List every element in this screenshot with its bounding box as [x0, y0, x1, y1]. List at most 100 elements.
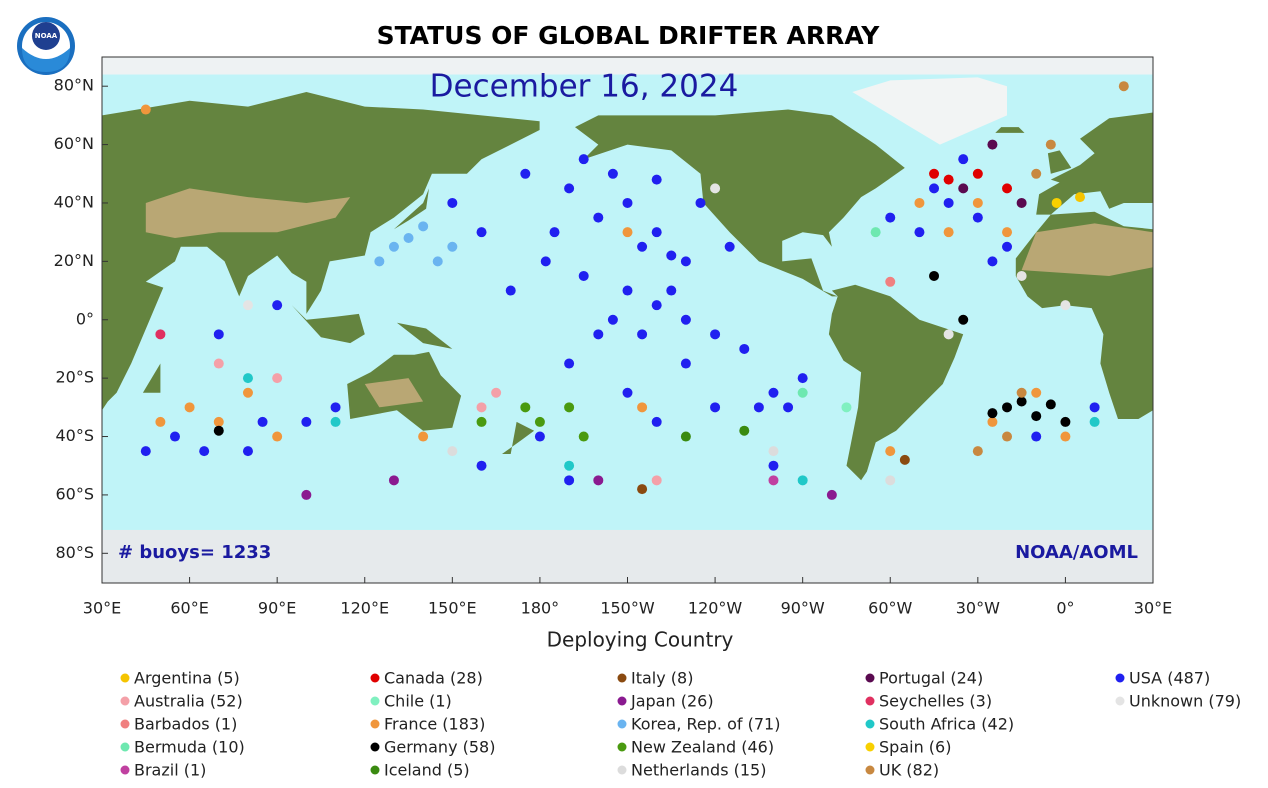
drifter	[987, 139, 998, 150]
drifter	[155, 329, 166, 340]
drifter	[899, 454, 910, 465]
legend-marker	[865, 673, 875, 683]
drifter	[257, 416, 268, 427]
drifter	[1016, 387, 1027, 398]
x-tick-label: 30°E	[1134, 599, 1172, 618]
date: December 16, 2024	[430, 69, 739, 105]
x-axis-label: Deploying Country	[547, 628, 734, 652]
drifter	[797, 387, 808, 398]
drifter	[564, 460, 575, 471]
drifter	[476, 227, 487, 238]
drifter	[520, 402, 531, 413]
x-tick-label: 90°E	[258, 599, 296, 618]
legend-marker	[370, 673, 380, 683]
drifter	[1031, 387, 1042, 398]
drifter	[1002, 227, 1013, 238]
drifter	[578, 431, 589, 442]
landmass	[142, 363, 161, 393]
drifter	[505, 285, 516, 296]
drifter	[666, 285, 677, 296]
drifter	[242, 446, 253, 457]
drifter	[1089, 402, 1100, 413]
x-tick-label: 120°E	[340, 599, 389, 618]
drifter	[651, 300, 662, 311]
drifter	[695, 197, 706, 208]
landmass	[396, 322, 453, 349]
drifter	[710, 329, 721, 340]
y-tick-label: 60°S	[55, 484, 94, 503]
drifter	[651, 416, 662, 427]
drifter	[140, 104, 151, 115]
drifter	[1002, 183, 1013, 194]
drifter	[564, 183, 575, 194]
drifter	[242, 300, 253, 311]
landmass	[828, 284, 964, 481]
legend-marker	[120, 742, 130, 752]
drifter	[943, 197, 954, 208]
drifter	[797, 373, 808, 384]
drifters	[140, 81, 1129, 500]
drifter	[1089, 416, 1100, 427]
drifter	[1118, 81, 1129, 92]
drifter	[447, 241, 458, 252]
legend-marker	[617, 742, 627, 752]
legend-marker	[1115, 696, 1125, 706]
drifter	[593, 329, 604, 340]
drifter	[768, 460, 779, 471]
drifter	[768, 446, 779, 457]
drifter	[958, 154, 969, 165]
legend-label: Unknown (79)	[1129, 692, 1241, 711]
drifter	[885, 212, 896, 223]
x-tick-label: 150°W	[600, 599, 655, 618]
legend-marker	[617, 696, 627, 706]
drifter	[1045, 399, 1056, 410]
drifter	[680, 314, 691, 325]
drifter	[987, 416, 998, 427]
landmass	[1021, 223, 1153, 276]
drifter	[637, 329, 648, 340]
drifter	[213, 416, 224, 427]
x-tick-label: 180°	[521, 599, 560, 618]
drifter	[447, 197, 458, 208]
drifter	[330, 402, 341, 413]
legend-label: Italy (8)	[631, 669, 693, 688]
legend-label: Australia (52)	[134, 692, 243, 711]
drifter	[403, 233, 414, 244]
y-tick-label: 40°N	[54, 192, 94, 211]
landmass	[852, 77, 1007, 145]
legend-marker	[370, 742, 380, 752]
drifter	[578, 270, 589, 281]
x-tick-label: 90°W	[781, 599, 825, 618]
drifter	[972, 197, 983, 208]
drifter	[651, 174, 662, 185]
drifter	[213, 425, 224, 436]
land	[102, 57, 1153, 583]
y-tick-label: 80°N	[54, 76, 94, 95]
drifter	[885, 475, 896, 486]
x-tick-label: 0°	[1056, 599, 1074, 618]
drifter	[651, 475, 662, 486]
legend-label: Iceland (5)	[384, 761, 470, 780]
drifter	[972, 168, 983, 179]
drifter	[739, 425, 750, 436]
legend-label: Seychelles (3)	[879, 692, 992, 711]
landmass	[291, 305, 365, 344]
legend-marker	[120, 765, 130, 775]
drifter	[1051, 197, 1062, 208]
legend-marker	[1115, 673, 1125, 683]
drifter	[1045, 139, 1056, 150]
y-tick-label: 40°S	[55, 426, 94, 445]
y-tick-label: 80°S	[55, 543, 94, 562]
buoy-count: # buoys= 1233	[118, 542, 271, 563]
legend-label: Spain (6)	[879, 738, 951, 757]
drifter	[374, 256, 385, 267]
drifter	[476, 416, 487, 427]
drifter	[418, 431, 429, 442]
legend-label: Korea, Rep. of (71)	[631, 715, 780, 734]
drifter	[140, 446, 151, 457]
legend-label: Japan (26)	[630, 692, 714, 711]
axes: 30°E 60°E 90°E 120°E 150°E 180° 150°W 120°W 90°W…	[54, 76, 1173, 618]
legend-marker	[865, 696, 875, 706]
legend-label: Barbados (1)	[134, 715, 237, 734]
drifter	[593, 212, 604, 223]
